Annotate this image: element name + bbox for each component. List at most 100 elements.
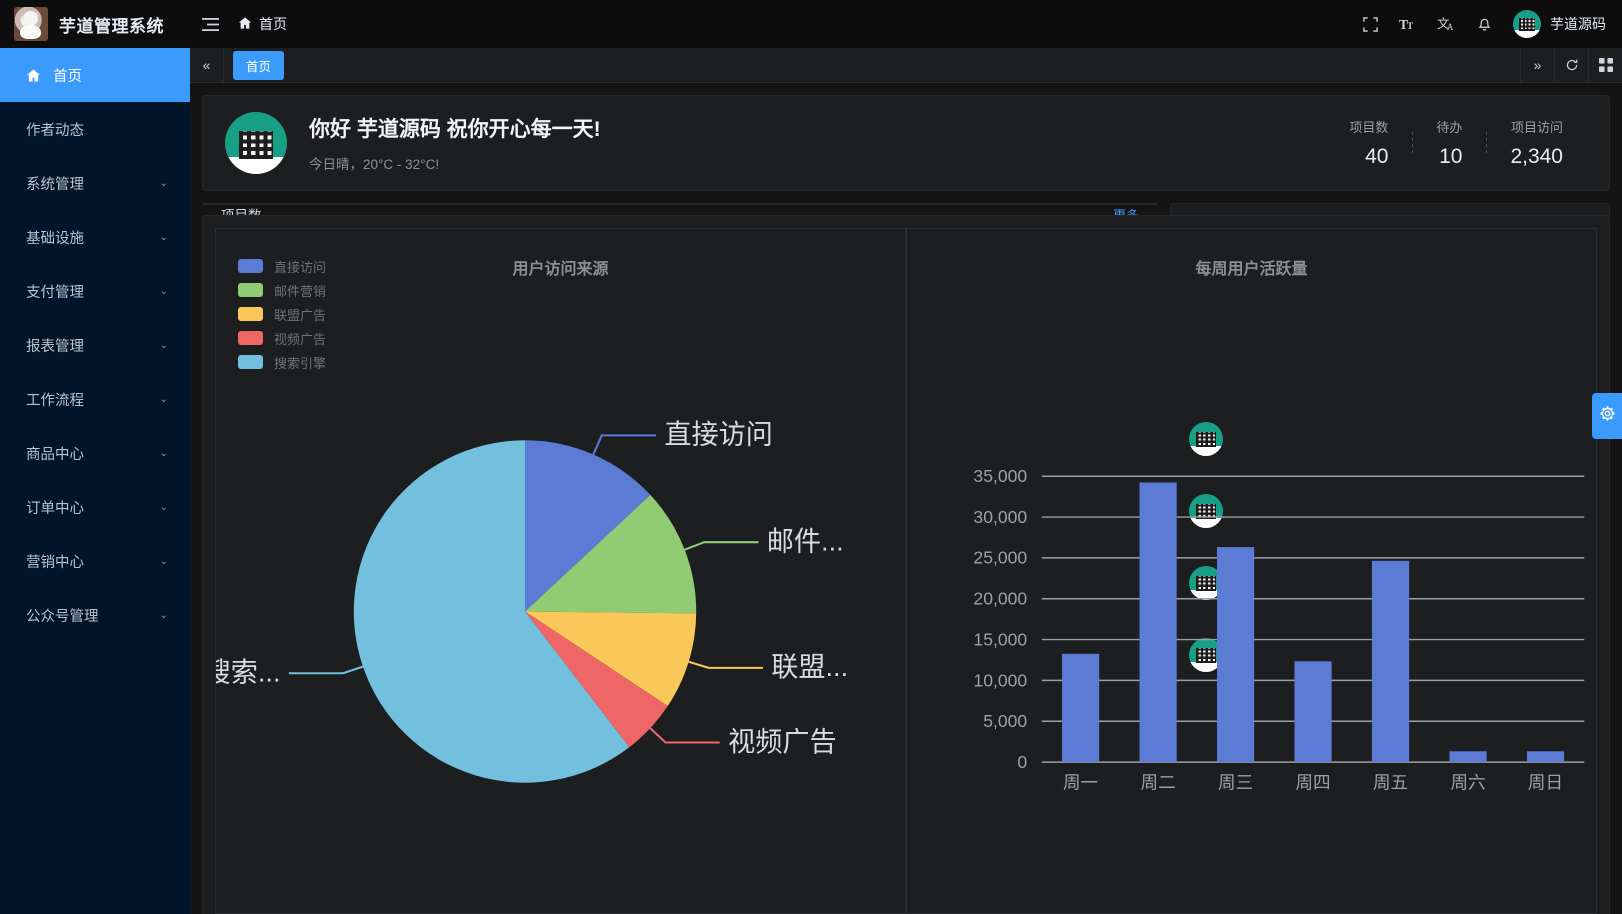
translate-icon[interactable]: 文 A [1427, 0, 1465, 48]
legend-label: 直接访问 [274, 259, 327, 275]
x-axis-tick-label: 周三 [1218, 772, 1253, 792]
chevron-down-icon: ⌄ [159, 609, 168, 621]
sidebar-item-label: 基础设施 [26, 230, 84, 247]
bell-icon[interactable] [1465, 0, 1503, 48]
y-axis-tick-label: 25,000 [973, 548, 1027, 568]
pie-chart[interactable]: 用户访问来源 直接访问 邮件营销 联盟广告 视频广告 搜索引擎 直接访问邮件..… [204, 228, 906, 914]
bar-4[interactable] [1371, 560, 1410, 763]
settings-float-button[interactable] [1592, 393, 1622, 439]
avatar [225, 112, 287, 174]
sidebar-item-workflow[interactable]: 工作流程 ⌄ [0, 372, 190, 426]
bar-6[interactable] [1526, 751, 1565, 763]
pie-slice-0[interactable] [525, 440, 651, 612]
stat-label: 项目数 [1349, 120, 1389, 135]
sidebar-item-home[interactable]: 首页 [0, 48, 190, 102]
chevron-down-icon: ⌄ [159, 447, 168, 459]
brand[interactable]: 芋道管理系统 [0, 7, 190, 41]
pie-chart-title: 用户访问来源 [512, 261, 609, 278]
grid-icon[interactable] [1588, 48, 1622, 82]
pie-slice-label: 邮件... [767, 526, 844, 557]
font-size-icon[interactable]: T T [1389, 0, 1427, 48]
sidebar-item-label: 报表管理 [26, 338, 84, 355]
sidebar-item-marketing[interactable]: 营销中心 ⌄ [0, 534, 190, 588]
sidebar-item-mp[interactable]: 公众号管理 ⌄ [0, 588, 190, 642]
avatar [1189, 421, 1223, 456]
stat-value: 40 [1365, 145, 1389, 168]
bar-5[interactable] [1449, 751, 1487, 763]
avatar [1189, 493, 1223, 528]
fullscreen-icon[interactable] [1351, 0, 1389, 48]
pie-slice-label: 视频广告 [728, 726, 837, 757]
sidebar: 首页 作者动态 系统管理 ⌄ 基础设施 ⌄ 支付管理 ⌄ 报表管理 ⌄ 工作流程… [0, 48, 190, 914]
legend-swatch [238, 259, 263, 273]
pie-leader-line [644, 722, 720, 744]
pie-slice-label: 搜索... [216, 657, 280, 688]
legend-swatch [238, 331, 263, 345]
x-axis-tick-label: 周五 [1373, 772, 1408, 792]
header-actions: T T 文 A 芋道源码 [1351, 0, 1622, 48]
sidebar-item-label: 公众号管理 [26, 608, 99, 625]
pie-slice-4[interactable] [353, 440, 630, 783]
home-icon [238, 16, 252, 33]
app-logo-icon [14, 7, 48, 41]
menu-icon[interactable] [190, 0, 230, 48]
sidebar-item-report[interactable]: 报表管理 ⌄ [0, 318, 190, 372]
tab-bar: « 首页 » [190, 48, 1622, 83]
svg-text:A: A [1447, 22, 1454, 32]
stat-todo: 待办 10 [1412, 117, 1486, 169]
legend-entry[interactable]: 联盟广告 [238, 302, 326, 326]
y-axis-tick-label: 35,000 [973, 466, 1027, 486]
refresh-icon[interactable] [1554, 48, 1588, 82]
legend-swatch [238, 283, 263, 297]
chevron-double-left-icon[interactable]: « [190, 48, 224, 82]
legend-label: 视频广告 [274, 331, 327, 347]
stat-label: 待办 [1436, 120, 1463, 135]
charts-panel: 用户访问来源 直接访问 邮件营销 联盟广告 视频广告 搜索引擎 直接访问邮件..… [202, 215, 1610, 914]
chevron-double-right-icon[interactable]: » [1520, 48, 1554, 82]
chevron-down-icon: ⌄ [159, 285, 168, 297]
welcome-banner: 你好 芋道源码 祝你开心每一天! 今日晴，20°C - 32°C! 项目数 40… [202, 95, 1610, 191]
legend-swatch [238, 307, 263, 321]
sidebar-item-infra[interactable]: 基础设施 ⌄ [0, 210, 190, 264]
y-axis-tick-label: 30,000 [973, 507, 1027, 527]
legend-entry[interactable]: 邮件营销 [238, 278, 326, 302]
legend-label: 邮件营销 [274, 283, 327, 299]
bar-1[interactable] [1139, 482, 1177, 763]
pie-slice-3[interactable] [525, 611, 668, 748]
sidebar-item-payment[interactable]: 支付管理 ⌄ [0, 264, 190, 318]
chevron-down-icon: ⌄ [159, 393, 168, 405]
gear-icon [1599, 405, 1616, 427]
legend-entry[interactable]: 视频广告 [238, 326, 326, 350]
stat-value: 2,340 [1510, 145, 1563, 168]
legend-swatch [238, 355, 263, 369]
sidebar-item-system[interactable]: 系统管理 ⌄ [0, 156, 190, 210]
chevron-down-icon: ⌄ [159, 339, 168, 351]
y-axis-tick-label: 15,000 [973, 629, 1027, 649]
x-axis-tick-label: 周四 [1295, 772, 1330, 792]
pie-slice-label: 直接访问 [664, 419, 773, 450]
sidebar-item-author-news[interactable]: 作者动态 [0, 102, 190, 156]
legend-entry[interactable]: 直接访问 [238, 254, 326, 278]
chevron-down-icon: ⌄ [159, 555, 168, 567]
bar-3[interactable] [1294, 661, 1332, 763]
legend-label: 联盟广告 [274, 307, 327, 323]
sidebar-item-product[interactable]: 商品中心 ⌄ [0, 426, 190, 480]
sidebar-item-label: 营销中心 [26, 554, 84, 571]
user-menu[interactable]: 芋道源码 [1503, 10, 1622, 38]
bar-chart[interactable]: 每周用户活跃量 0 5,000 10,000 15,000 20,000 25,000 30… [906, 228, 1597, 914]
pie-leader-line [677, 541, 759, 554]
y-axis-tick-label: 10,000 [973, 670, 1027, 690]
legend-entry[interactable]: 搜索引擎 [238, 350, 326, 374]
sidebar-item-order[interactable]: 订单中心 ⌄ [0, 480, 190, 534]
x-axis-tick-label: 周日 [1528, 772, 1563, 792]
bar-0[interactable] [1062, 653, 1100, 763]
breadcrumb[interactable]: 首页 [238, 14, 287, 34]
pie-slice-2[interactable] [525, 611, 697, 707]
tab-strip: 首页 [224, 48, 1520, 82]
tab-home[interactable]: 首页 [233, 50, 285, 80]
pie-slice-1[interactable] [525, 494, 697, 614]
x-axis-tick-label: 周六 [1450, 772, 1485, 792]
avatar [1513, 10, 1541, 38]
chevron-down-icon: ⌄ [159, 501, 168, 513]
bar-2[interactable] [1216, 547, 1255, 763]
